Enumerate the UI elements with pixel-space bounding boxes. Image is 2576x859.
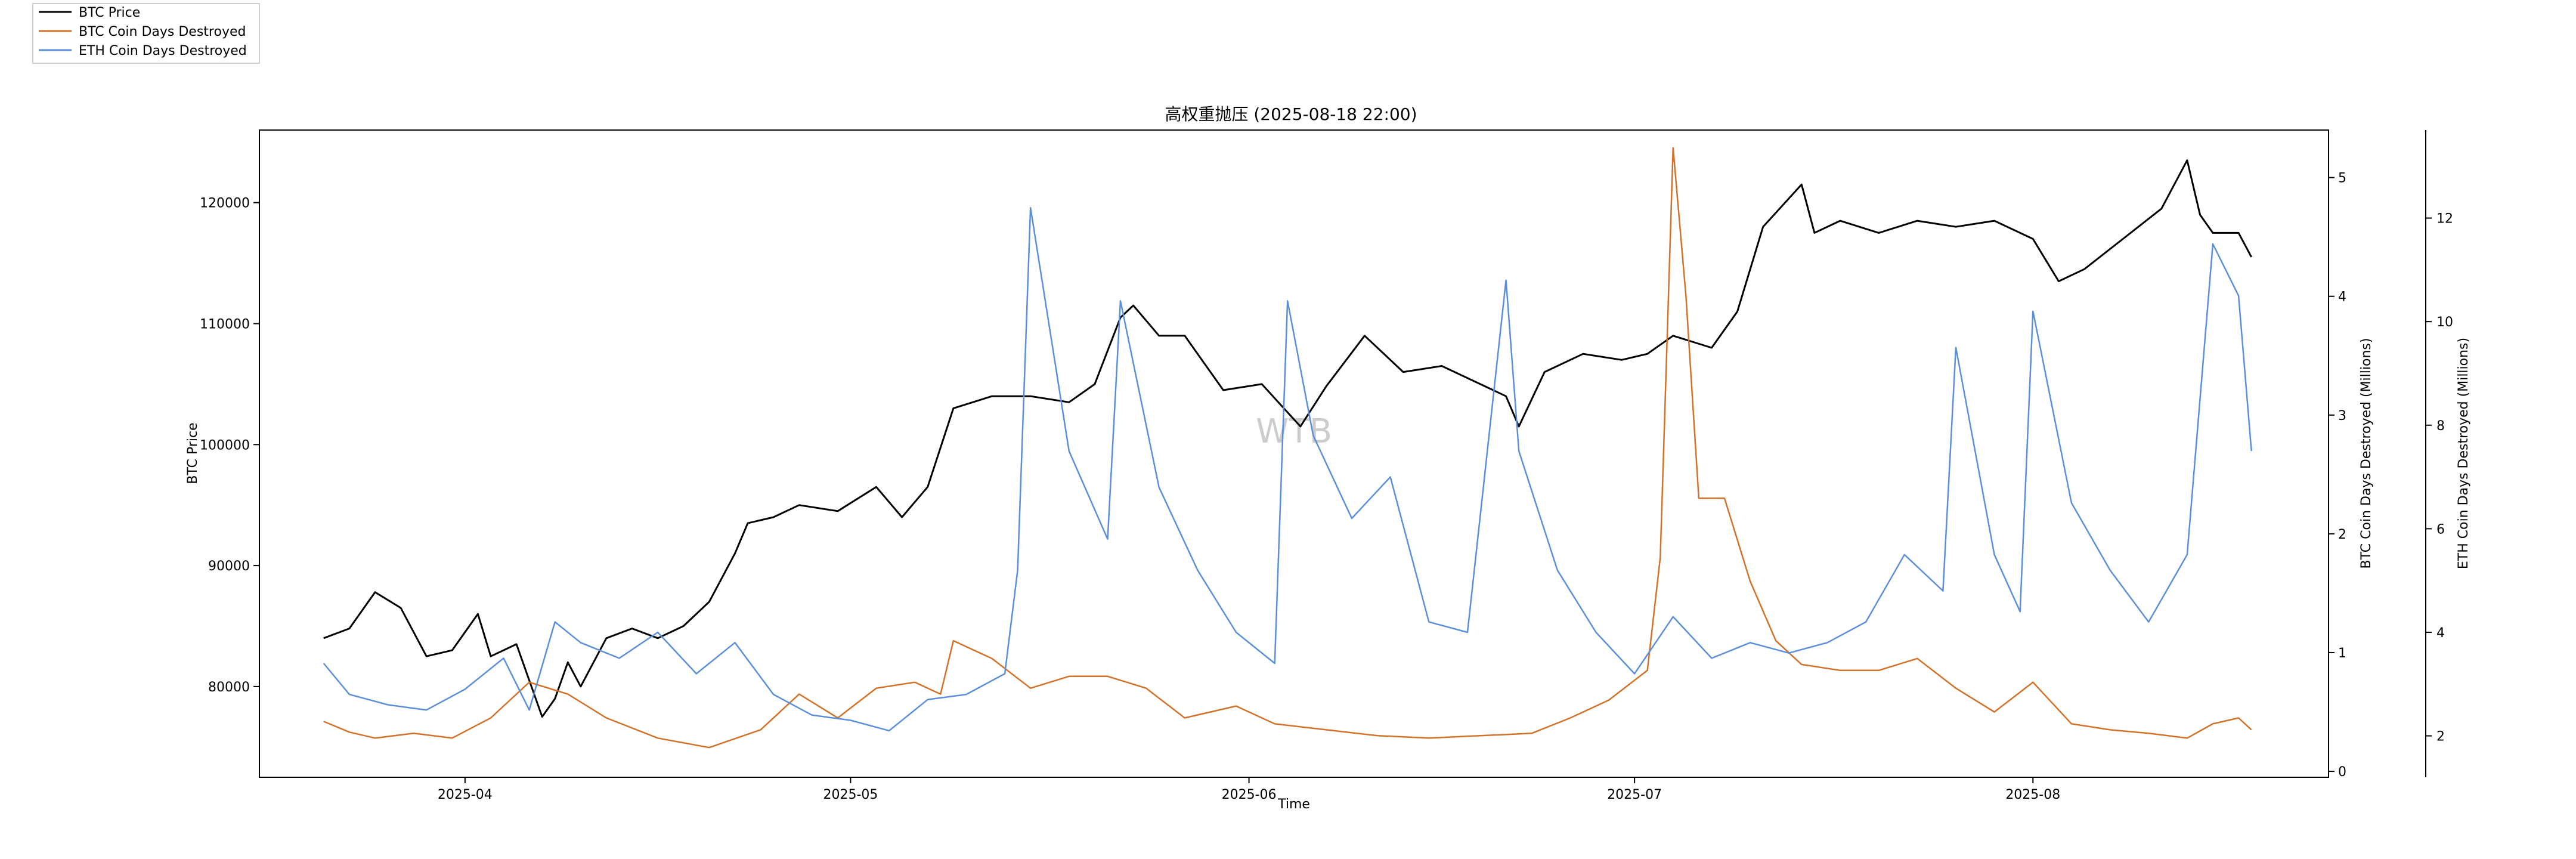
left-tick-label-100000: 100000 xyxy=(200,438,250,453)
right2-axis-ticks: 2 4 6 8 10 12 xyxy=(2426,212,2453,744)
right1-tick-label-4: 4 xyxy=(2338,290,2346,305)
left-tick-label-90000: 90000 xyxy=(208,559,250,574)
right1-tick-label-3: 3 xyxy=(2338,409,2346,424)
right2-axis-label: ETH Coin Days Destroyed (Millions) xyxy=(2456,338,2471,569)
left-tick-label-110000: 110000 xyxy=(200,317,250,332)
right2-tick-label-4: 4 xyxy=(2436,626,2445,641)
legend-box xyxy=(32,3,260,64)
right2-tick-label-2: 2 xyxy=(2436,730,2445,744)
legend-label-btc-cdd: BTC Coin Days Destroyed xyxy=(79,24,246,39)
left-tick-label-80000: 80000 xyxy=(208,680,250,695)
right1-axis-ticks: 0 1 2 3 4 5 xyxy=(2329,171,2346,780)
series-line-btc-price xyxy=(323,159,2253,718)
watermark: WTB xyxy=(1256,412,1332,451)
legend: BTC Price BTC Coin Days Destroyed ETH Co… xyxy=(32,3,260,64)
series-line-eth-coin-days-destroyed xyxy=(323,206,2252,732)
right2-tick-label-6: 6 xyxy=(2436,522,2445,537)
x-tick-label-2025-08: 2025-08 xyxy=(2005,787,2060,802)
legend-label-btc-price: BTC Price xyxy=(79,5,140,20)
x-tick-label-2025-04: 2025-04 xyxy=(438,787,493,802)
right2-tick-label-10: 10 xyxy=(2436,315,2453,330)
right1-tick-label-5: 5 xyxy=(2338,171,2346,186)
right1-tick-label-1: 1 xyxy=(2338,646,2346,661)
chart-title: 高权重抛压 (2025-08-18 22:00) xyxy=(1165,104,1417,124)
left-axis-label: BTC Price xyxy=(185,422,200,484)
series-layer xyxy=(323,147,2253,749)
legend-label-eth-cdd: ETH Coin Days Destroyed xyxy=(79,44,247,58)
x-axis-label: Time xyxy=(1277,797,1310,812)
x-tick-label-2025-06: 2025-06 xyxy=(1222,787,1277,802)
right1-axis-label: BTC Coin Days Destroyed (Millions) xyxy=(2359,338,2374,569)
left-axis-ticks: 80000 90000 100000 110000 120000 xyxy=(200,196,259,695)
x-axis-ticks: 2025-04 2025-05 2025-06 2025-07 2025-08 xyxy=(438,777,2060,802)
right2-tick-label-8: 8 xyxy=(2436,419,2445,434)
left-tick-label-120000: 120000 xyxy=(200,196,250,211)
right1-tick-label-0: 0 xyxy=(2338,765,2346,780)
right1-tick-label-2: 2 xyxy=(2338,527,2346,542)
right2-tick-label-12: 12 xyxy=(2436,212,2453,227)
x-tick-label-2025-05: 2025-05 xyxy=(823,787,878,802)
x-tick-label-2025-07: 2025-07 xyxy=(1607,787,1662,802)
series-line-btc-coin-days-destroyed xyxy=(323,147,2252,749)
plot-frame xyxy=(259,129,2329,778)
